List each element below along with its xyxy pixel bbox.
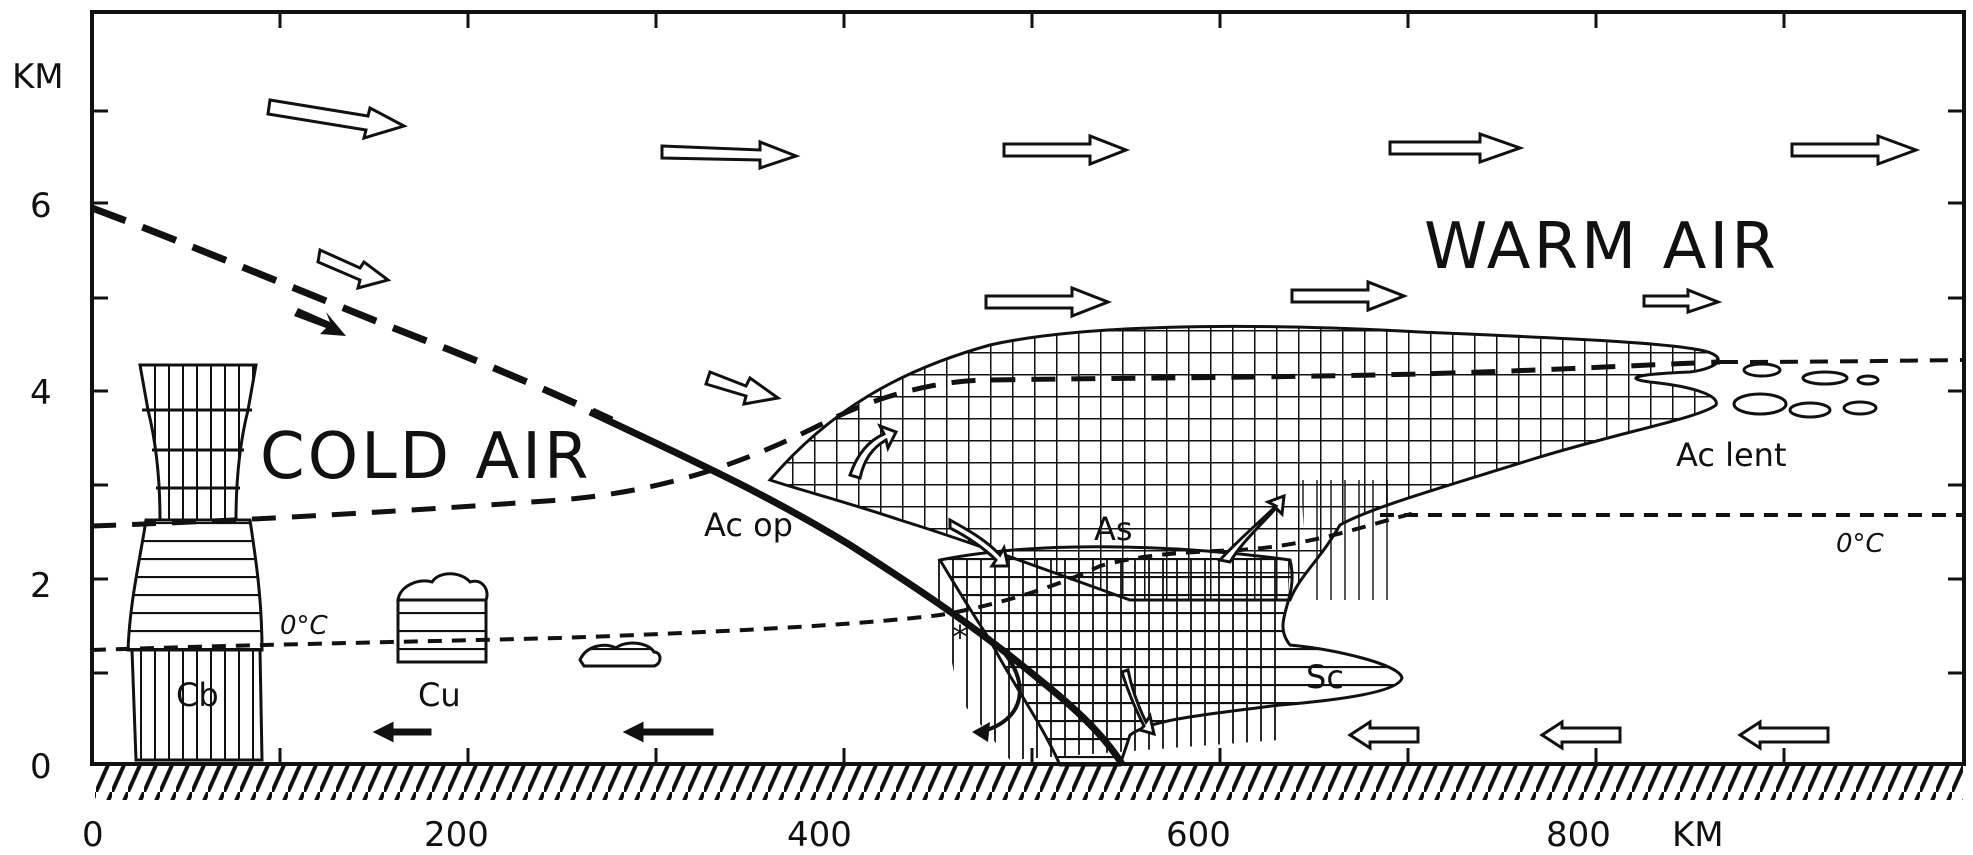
warm-air-label: WARM AIR: [1424, 210, 1779, 284]
warm-air-flow-arrows: [266, 98, 1921, 406]
small-cloud: [578, 641, 662, 668]
y-tick-label-4: 4: [30, 373, 52, 413]
cumulonimbus-cloud: [126, 363, 264, 762]
cold-outflow-curve: [979, 646, 1022, 734]
front-surface-upper-dashed: [90, 204, 614, 424]
ac-lent-label: Ac lent: [1676, 436, 1787, 474]
x-tick-label-600: 600: [1166, 815, 1231, 855]
y-axis-ticks: [92, 109, 1964, 675]
cumulus-cloud: [396, 572, 489, 664]
snow-symbol: *: [952, 618, 968, 656]
precipitation-streaks: [930, 560, 1290, 760]
cu-label: Cu: [418, 676, 461, 714]
x-tick-label-400: 400: [787, 815, 852, 855]
x-tick-label-800: 800: [1546, 815, 1611, 855]
ground-hatch: [95, 766, 1963, 800]
cold-air-label: COLD AIR: [260, 420, 591, 494]
ascending-arrows: [848, 423, 1286, 737]
front-surface-solid: [588, 408, 1125, 766]
as-label: As: [1094, 510, 1133, 548]
x-tick-label-200: 200: [424, 815, 489, 855]
low-level-flow-arrows: [372, 721, 714, 743]
x-unit-label: KM: [1672, 815, 1724, 855]
ac-op-label: Ac op: [704, 506, 793, 544]
freezing-level-label-left: 0°C: [280, 611, 329, 641]
y-tick-label-0: 0: [30, 747, 52, 787]
cb-label: Cb: [176, 676, 219, 714]
descending-arrow: [294, 308, 346, 336]
x-axis-ticks: [278, 12, 1786, 764]
low-level-warm-return-arrows: [1347, 719, 1830, 751]
sc-label: Sc: [1306, 658, 1344, 696]
x-tick-label-0: 0: [82, 815, 104, 855]
y-tick-label-2: 2: [30, 566, 52, 606]
ac-lent-clouds: [1732, 362, 1880, 419]
freezing-level-label-right: 0°C: [1836, 529, 1885, 559]
y-unit-label: KM: [12, 57, 64, 97]
y-tick-label-6: 6: [30, 186, 52, 226]
